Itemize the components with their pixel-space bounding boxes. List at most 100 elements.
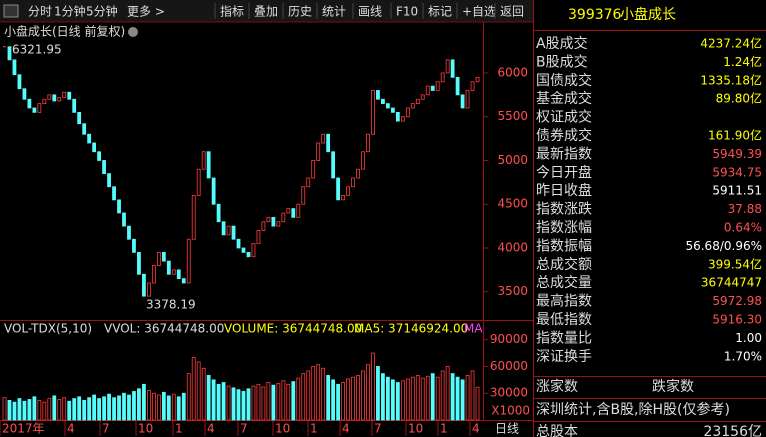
- candle: [341, 195, 345, 201]
- volume-bar: [151, 392, 156, 421]
- candle: [107, 173, 111, 188]
- candle: [366, 133, 370, 153]
- volume-bar: [12, 401, 17, 421]
- candle: [351, 177, 355, 188]
- candle: [191, 195, 196, 240]
- candle: [371, 90, 375, 135]
- volume-bar: [341, 382, 345, 421]
- volume-bar: [87, 397, 92, 421]
- period: 日线: [495, 422, 519, 436]
- candle: [127, 225, 131, 240]
- toolbar-button[interactable]: 返回: [500, 5, 524, 19]
- title-dropdown[interactable]: [128, 27, 138, 37]
- volume-bar: [62, 397, 67, 421]
- breadth-label: 跌家数: [652, 378, 694, 395]
- volume-bar: [351, 376, 355, 421]
- row-value: 89.80亿: [716, 91, 762, 106]
- quote-name: 小盘成长: [620, 6, 676, 23]
- candle: [221, 221, 226, 236]
- volume-bar: [17, 398, 22, 421]
- row-value: 37.88: [728, 202, 762, 216]
- row-value: 5911.51: [712, 184, 762, 198]
- toolbar-button[interactable]: 历史: [288, 5, 312, 19]
- candle: [196, 168, 201, 196]
- row-label: 最高指数: [536, 293, 592, 310]
- candle: [186, 238, 191, 284]
- volume-bar: [186, 373, 191, 421]
- toolbar-button[interactable]: +自选: [462, 5, 496, 19]
- candle: [440, 72, 445, 83]
- candle: [67, 91, 72, 100]
- row-value: 4237.24亿: [700, 36, 762, 51]
- candle: [410, 103, 415, 109]
- row-label: 国债成交: [536, 72, 592, 89]
- volume-bar: [191, 357, 196, 421]
- row-label: 深证换手: [536, 348, 592, 365]
- toolbar-button[interactable]: 画线: [358, 5, 382, 19]
- candle: [137, 251, 141, 275]
- volume-bar: [137, 388, 141, 421]
- candle: [206, 151, 211, 179]
- candle: [211, 177, 216, 205]
- row-value: 161.90亿: [708, 128, 762, 143]
- toolbar-tab[interactable]: 更多 >: [127, 5, 165, 19]
- volume-bar: [7, 399, 12, 421]
- row-label: 今日开盘: [536, 164, 592, 181]
- volume-bar: [221, 382, 226, 421]
- toolbar-button[interactable]: 标记: [428, 5, 452, 19]
- toolbar-button[interactable]: 指标: [220, 4, 244, 19]
- volume-bar: [291, 381, 296, 421]
- candle: [47, 94, 52, 100]
- volume-bar: [395, 382, 400, 421]
- x-tick-label: 1: [175, 422, 183, 436]
- volume-bar: [72, 398, 77, 421]
- row-label: 债券成交: [536, 127, 592, 144]
- row-label: 总成交量: [536, 274, 592, 291]
- candle: [112, 186, 116, 201]
- y-tick-label: 5500: [497, 109, 528, 123]
- toolbar-bg: [0, 0, 533, 22]
- volume-bar: [127, 394, 131, 421]
- volume-bar: [366, 364, 370, 421]
- candle: [390, 107, 395, 113]
- volume-bar: [226, 385, 231, 421]
- candle: [381, 98, 385, 105]
- tab-arrow[interactable]: [3, 4, 19, 18]
- candle: [87, 133, 92, 144]
- candle: [266, 216, 271, 223]
- row-label: A股成交: [536, 35, 588, 52]
- candle: [435, 81, 440, 91]
- row-value: 399.54亿: [708, 256, 762, 271]
- candle: [465, 90, 470, 109]
- candle: [311, 160, 316, 179]
- row-label: 指数量比: [536, 330, 592, 346]
- row-label: 最低指数: [536, 312, 592, 328]
- row-label: 指数涨跌: [536, 202, 592, 218]
- x-tick-label: 10: [138, 422, 153, 436]
- toolbar-button[interactable]: F10: [396, 5, 418, 19]
- toolbar-tab[interactable]: 1分钟: [54, 4, 86, 19]
- candle: [37, 103, 42, 113]
- candle: [226, 225, 231, 236]
- candle: [42, 98, 47, 105]
- candle: [450, 59, 455, 78]
- volume-bar: [27, 399, 32, 421]
- toolbar-button[interactable]: 统计: [322, 5, 346, 19]
- candle: [460, 94, 465, 109]
- candle: [231, 225, 236, 240]
- candle: [470, 81, 475, 91]
- toolbar-tab[interactable]: 5分钟: [86, 4, 118, 19]
- toolbar-button[interactable]: 叠加: [254, 5, 278, 19]
- volume-bar: [346, 378, 350, 421]
- volume-bar: [381, 373, 385, 421]
- candle: [420, 94, 425, 100]
- volume-bar: [52, 395, 57, 421]
- row-label: 指数涨幅: [536, 220, 592, 236]
- candle: [286, 208, 291, 214]
- row-value: 0.64%: [724, 221, 762, 235]
- volume-bar: [42, 401, 47, 421]
- row-value: 23156亿: [703, 424, 762, 437]
- toolbar-tab[interactable]: 分时: [28, 5, 52, 19]
- volume-bar: [37, 399, 42, 421]
- volume-bar: [356, 374, 360, 421]
